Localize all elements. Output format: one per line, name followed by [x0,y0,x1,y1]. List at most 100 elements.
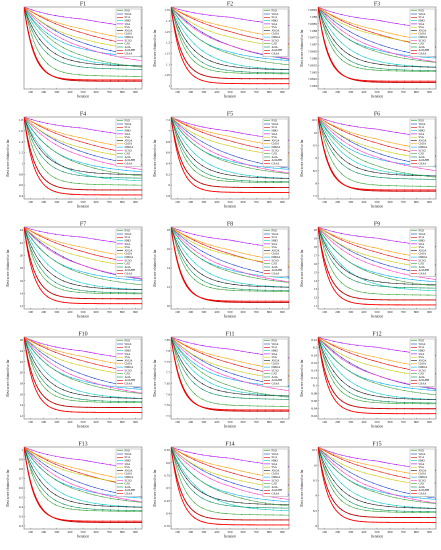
series-line-gjo [318,7,436,63]
series-marker [372,155,374,157]
series-marker [249,460,251,463]
legend-entry: AOAHH [419,48,429,52]
x-tick-label: 900 [427,90,432,94]
series-marker [403,174,406,176]
series-marker [364,278,366,280]
series-marker [39,15,41,17]
series-marker [70,483,72,485]
series-marker [225,484,227,486]
series-marker [241,288,243,290]
series-marker [141,298,142,300]
series-marker [356,188,358,190]
series-marker [225,491,227,493]
chart-panel-f14: F14 100 200 300 400 500 600 700 800 900 Iteration 0… [147,440,294,550]
series-marker [372,69,374,71]
series-marker [194,140,196,142]
series-marker [109,367,112,369]
series-marker [396,516,398,519]
x-tick-label: 700 [401,530,406,534]
series-marker [249,506,251,508]
series-marker [333,258,335,260]
series-marker [54,361,57,363]
series-marker [233,472,235,475]
series-marker [388,348,390,350]
series-marker [372,412,374,414]
series-line-hho [24,337,142,399]
series-marker [427,81,429,83]
series-marker [178,474,180,476]
series-marker [78,289,80,291]
series-marker [141,468,142,470]
legend-entry: PSO [125,449,130,453]
series-marker [249,72,251,74]
y-tick-label: 6.4 [166,162,170,166]
series-marker [39,247,41,249]
series-marker [249,50,251,52]
x-tick-label: 300 [201,420,206,424]
y-tick-label: 0.35 [164,524,170,528]
series-marker [217,488,219,491]
series-marker [125,173,127,175]
series-marker [249,382,251,384]
series-marker [396,396,398,398]
series-marker [419,403,421,405]
legend-entry: AOAHH [125,158,135,162]
series-marker [348,370,351,372]
series-marker [117,400,119,402]
series-marker [280,519,282,521]
series-marker [396,402,398,404]
series-line-dmoa [318,227,436,283]
series-marker [31,9,33,11]
series-marker [47,187,49,189]
series-line-avoa [171,117,289,179]
series-marker [372,460,374,462]
x-tick-label: 200 [335,310,340,314]
series-marker [225,370,227,373]
series-marker [31,345,33,348]
x-tick-label: 200 [188,420,193,424]
series-marker [109,475,112,477]
series-marker [241,65,243,67]
series-marker [364,80,366,83]
series-marker [178,30,180,33]
legend-entry: AVOA [272,468,281,472]
series-marker [225,377,227,379]
series-marker [31,21,33,23]
legend-entry: AVOA [125,248,134,252]
series-marker [233,70,235,72]
x-tick-label: 200 [41,530,46,534]
series-marker [186,451,188,453]
series-marker [78,270,80,272]
x-axis-label: Iteration [77,315,89,319]
series-marker [209,278,211,280]
series-marker [217,474,219,476]
series-marker [201,79,204,82]
series-marker [372,246,374,248]
series-marker [256,384,259,386]
series-marker [225,144,227,146]
series-marker [94,472,96,474]
series-marker [54,151,57,153]
series-marker [178,484,180,486]
series-marker [419,511,421,513]
chart-title: F6 [374,112,380,118]
series-marker [31,250,33,253]
series-marker [256,277,259,279]
series-line-pso [171,447,289,516]
series-marker [109,293,112,295]
series-marker [396,494,398,496]
series-marker [325,229,327,231]
series-marker [348,64,351,66]
series-marker [348,480,351,482]
series-marker [419,80,421,82]
series-marker [39,350,41,352]
series-marker [109,53,112,55]
series-marker [256,135,259,137]
series-marker [256,151,259,153]
series-marker [341,29,343,31]
series-marker [102,474,104,476]
series-marker [201,243,204,245]
series-marker [209,169,211,171]
legend-entry: GSAA [272,382,281,386]
series-marker [233,458,235,460]
